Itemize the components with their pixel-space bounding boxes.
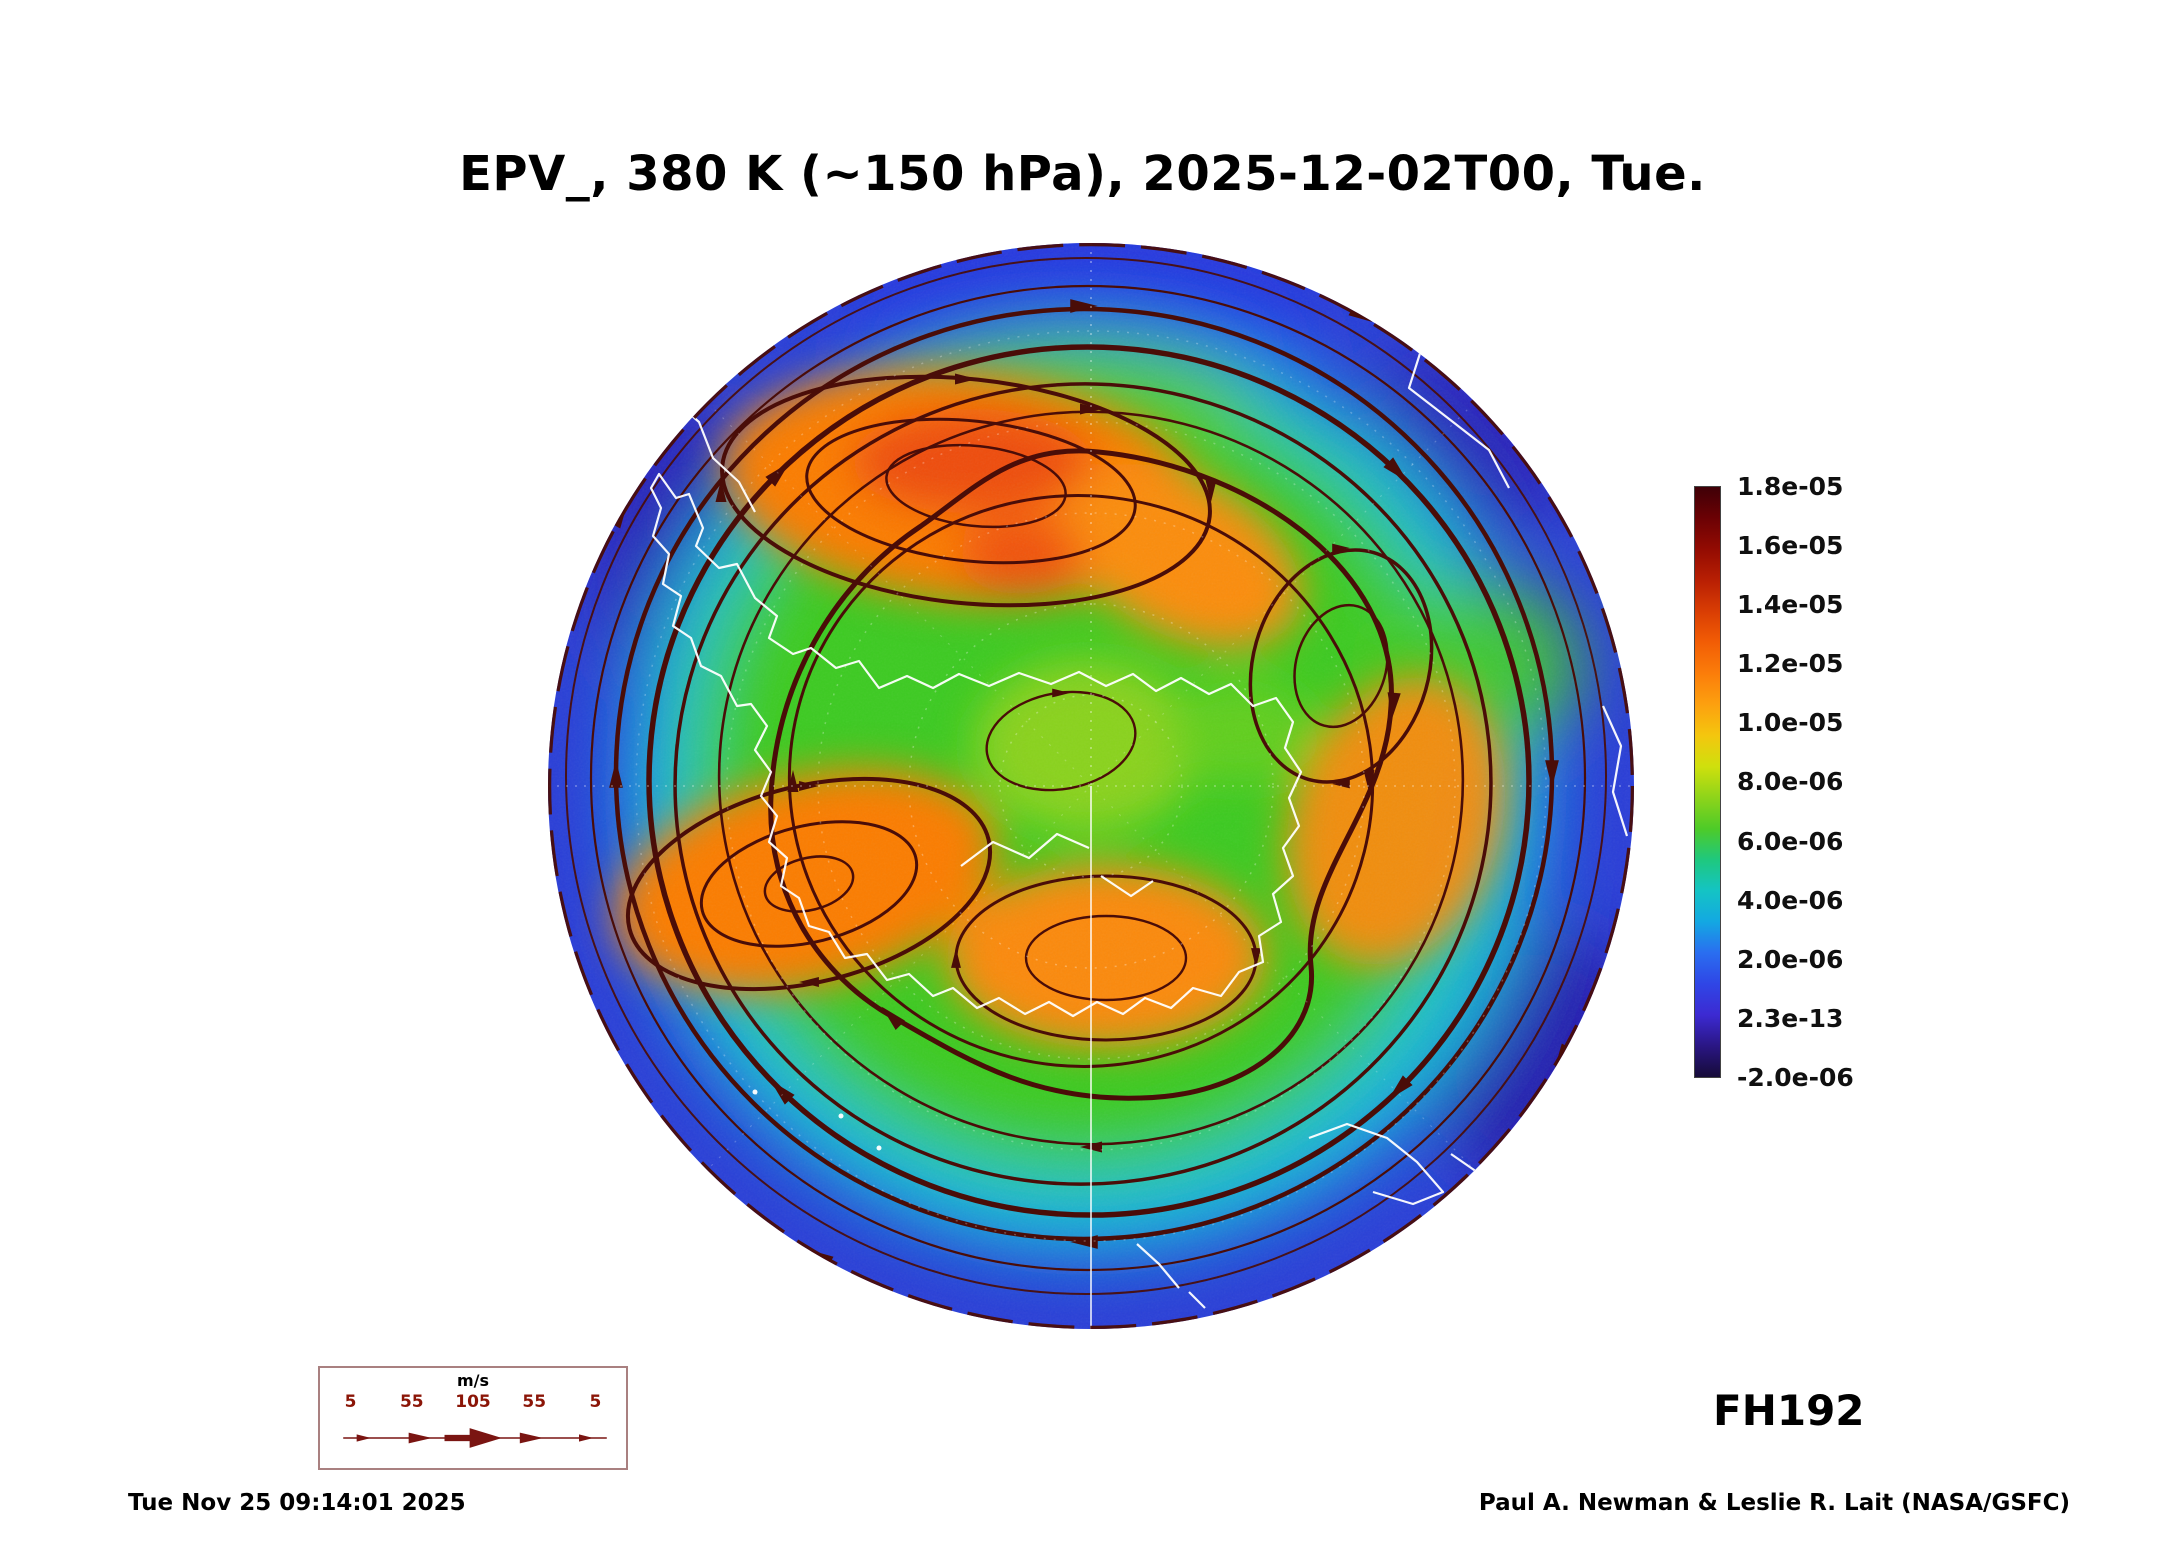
colorbar-ticks: 1.8e-05 1.6e-05 1.4e-05 1.2e-05 1.0e-05 8.0e-… [1737, 471, 1854, 1093]
map-rim [548, 243, 1634, 1329]
coastline-antarctica [649, 472, 1303, 1018]
colorbar-gradient [1694, 486, 1721, 1078]
wind-speed-values: 5 55 105 55 5 [320, 1392, 626, 1412]
wind-speed-value: 55 [399, 1392, 424, 1412]
credit-label: Paul A. Newman & Leslie R. Lait (NASA/GS… [1478, 1490, 2070, 1516]
coastline-australia [1308, 1122, 1445, 1206]
wind-speed-value: 55 [522, 1392, 547, 1412]
generation-timestamp: Tue Nov 25 09:14:01 2025 [128, 1490, 466, 1516]
wind-arrow-scale [343, 1428, 607, 1448]
wind-speed-legend: m/s 5 55 105 55 5 [318, 1366, 628, 1470]
wind-arrow-55a [408, 1432, 432, 1444]
coastlines [635, 253, 1629, 1309]
wind-speed-value: 5 [589, 1392, 602, 1412]
wind-arrow-55b [519, 1432, 544, 1444]
graticule [548, 243, 1634, 1329]
plot-title: EPV_, 380 K (~150 hPa), 2025-12-02T00, T… [459, 146, 1706, 202]
coastline-right [1601, 705, 1629, 837]
wind-unit-label: m/s [456, 1371, 490, 1390]
coastline-new-zealand [1136, 1243, 1180, 1289]
forecast-hour-label: FH192 [1713, 1386, 1865, 1435]
wind-arrow-5a [356, 1434, 371, 1442]
polar-map [541, 236, 1641, 1336]
polar-map-svg [548, 243, 1634, 1329]
wind-speed-value: 5 [344, 1392, 357, 1412]
wind-arrow-5b [579, 1434, 594, 1442]
wind-speed-value: 105 [455, 1392, 491, 1412]
colorbar: 1.8e-05 1.6e-05 1.4e-05 1.2e-05 1.0e-05 8.0e-… [1694, 471, 1914, 1093]
wind-arrow-105 [469, 1428, 502, 1448]
